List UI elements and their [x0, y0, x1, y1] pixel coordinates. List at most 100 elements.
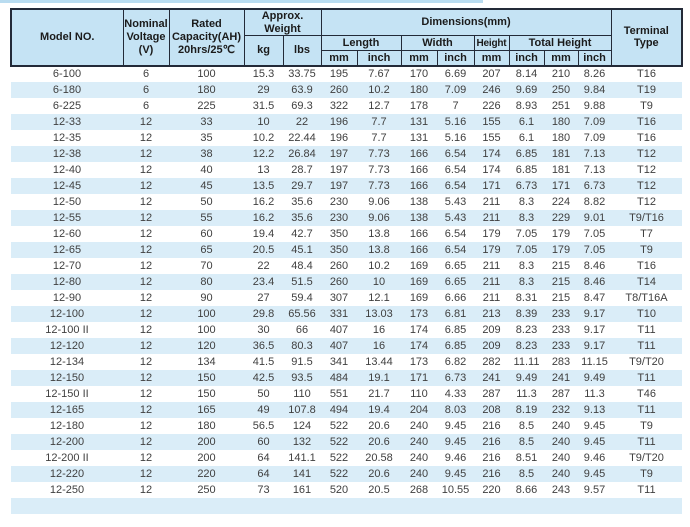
cell: 59.4: [291, 291, 313, 304]
col-header-approx-weight: Approx. Weight: [243, 8, 322, 37]
cell: 240: [544, 433, 578, 450]
cell: 13.5: [244, 177, 283, 194]
cell: 12: [123, 113, 169, 130]
cell: 240: [551, 419, 571, 432]
cell: T12: [637, 195, 656, 208]
cell: T9/T20: [629, 451, 664, 464]
cell: 170: [409, 68, 429, 81]
cell: 45.1: [283, 241, 321, 258]
cell: 166: [409, 163, 429, 176]
cell: 11.3: [584, 387, 605, 400]
cell: 150: [197, 387, 216, 400]
cell: T11: [637, 323, 656, 336]
cell: 241: [544, 369, 578, 386]
cell: 35.6: [291, 195, 313, 208]
cell: 20.6: [368, 419, 390, 432]
cell: 22: [283, 113, 321, 130]
cell: 20.58: [365, 451, 393, 464]
table-row: 12-90 12 90 27 59.4 307 12.1 169 6.66 211 8.31 215 8…: [11, 290, 682, 306]
cell: 12-150 II: [45, 387, 89, 400]
cell: 12.2: [244, 145, 283, 162]
cell: 55: [169, 209, 244, 226]
cell: 551: [329, 387, 349, 400]
cell: 12: [123, 401, 169, 418]
cell: 240: [409, 451, 429, 464]
cell: 12: [139, 355, 153, 368]
cell: 260: [329, 259, 349, 272]
cell: 200: [197, 451, 216, 464]
cell: 50: [257, 387, 270, 400]
cell: 6: [142, 99, 150, 112]
unit-header-height-inch: inch: [508, 50, 545, 67]
cell: 6.82: [444, 355, 467, 368]
cell: 20.5: [244, 241, 283, 258]
cell: 197: [321, 177, 357, 194]
cell: 12-100 II: [45, 323, 89, 336]
col-header-length: Length: [320, 35, 402, 52]
cell: T9: [640, 419, 653, 432]
cell: 138: [409, 195, 429, 208]
cell: 407: [321, 337, 357, 354]
cell: 5.43: [437, 209, 474, 226]
cell: 200: [169, 433, 244, 450]
cell: 12: [123, 337, 169, 354]
cell: 12-35: [52, 131, 82, 144]
cell: 7.7: [371, 131, 387, 144]
cell: 107.8: [283, 401, 321, 418]
table-row: 6-180 6 180 29 63.9 260 10.2 180 7.09 246 9.69 250 9…: [11, 81, 682, 98]
table-body: 6-100 6 100 15.3 33.75 195 7.67 170 6.69 207 8.14 2…: [11, 66, 682, 514]
cell: 7.05: [578, 241, 611, 258]
cell: 161: [292, 483, 312, 496]
cell: 169: [401, 273, 437, 290]
cell: 173: [409, 355, 429, 368]
cell: 10: [357, 273, 401, 290]
table-row: 12-150 12 150 42.5 93.5 484 19.1 171 6.73 241 9.49…: [11, 369, 682, 386]
unit-header-total-height-inch: inch: [577, 50, 612, 67]
cell: 138: [401, 209, 437, 226]
cell: 166: [401, 145, 437, 162]
cell: 9.45: [437, 465, 474, 482]
cell: 12: [123, 305, 169, 322]
cell: 204: [401, 401, 437, 418]
cell: 5.16: [437, 113, 474, 130]
cell: 174: [409, 323, 429, 336]
cell: 211: [474, 273, 509, 290]
cell: [544, 497, 578, 514]
cell: 250: [544, 81, 578, 98]
cell: 10.55: [441, 483, 470, 496]
cell: 9.46: [583, 451, 606, 464]
cell: 260: [321, 273, 357, 290]
cell: 22.44: [288, 131, 316, 144]
cell: T9: [640, 99, 653, 112]
cell: 9.06: [357, 209, 401, 226]
table-row: 6-100 6 100 15.3 33.75 195 7.67 170 6.69 207 8.14 2…: [11, 66, 682, 82]
cell: T16: [637, 68, 656, 81]
col-header-nominal-voltage: Nominal Voltage (V): [122, 8, 170, 67]
table-row: 12-120 12 120 36.5 80.3 407 16 174 6.85 209 8.23 23…: [11, 337, 682, 354]
cell: 65.56: [283, 305, 321, 322]
cell: 196: [321, 113, 357, 130]
cell: 9.49: [578, 369, 611, 386]
cell: T11: [611, 401, 682, 418]
cell: 232: [544, 401, 578, 418]
table-row: 12-40 12 40 13 28.7 197 7.73 166 6.54 174 6.85 181 7…: [11, 162, 682, 178]
cell: T16: [637, 259, 656, 272]
cell: 211: [482, 195, 501, 208]
col-header-model-no: Model NO.: [10, 8, 124, 67]
cell: [578, 497, 611, 514]
table-row: 12-35 12 35 10.2 22.44 196 7.7 131 5.16 155 6.1 180…: [11, 130, 682, 146]
cell: 8.3: [518, 259, 535, 272]
cell: 243: [551, 483, 571, 496]
table-header: Model NO. Nominal Voltage (V) Rated Capa…: [10, 8, 683, 67]
cell: 9.45: [578, 465, 611, 482]
table-row: 12-200 12 200 60 132 522 20.6 240 9.45 216 8.5 240 9…: [11, 433, 682, 450]
cell: 73: [257, 483, 270, 496]
cell: 8.3: [509, 273, 544, 290]
table-row: 12-100 II 12 100 30 66 407 16 174 6.85 209 8.23 233…: [11, 322, 682, 338]
cell: 9.13: [578, 401, 611, 418]
cell: 229: [544, 209, 578, 226]
cell: 16: [357, 337, 401, 354]
battery-spec-table: Model NO. Nominal Voltage (V) Rated Capa…: [10, 8, 683, 514]
cell: 216: [482, 451, 501, 464]
cell: 16.2: [244, 209, 283, 226]
